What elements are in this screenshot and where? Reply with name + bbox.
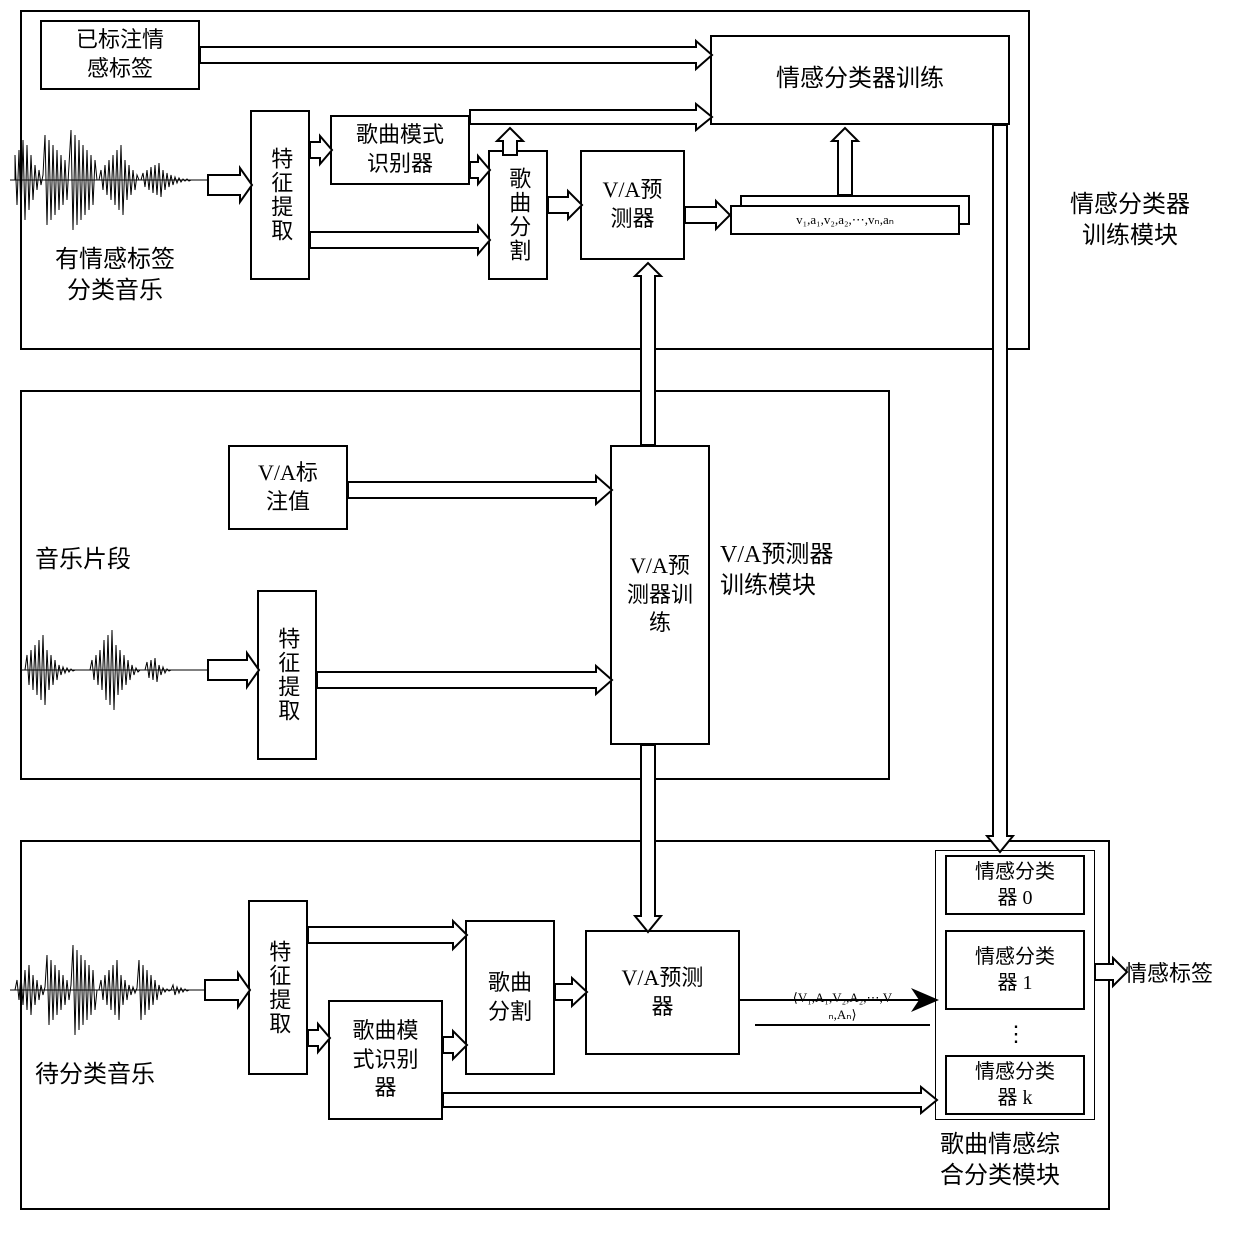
arrows-layer bbox=[0, 0, 1240, 1236]
